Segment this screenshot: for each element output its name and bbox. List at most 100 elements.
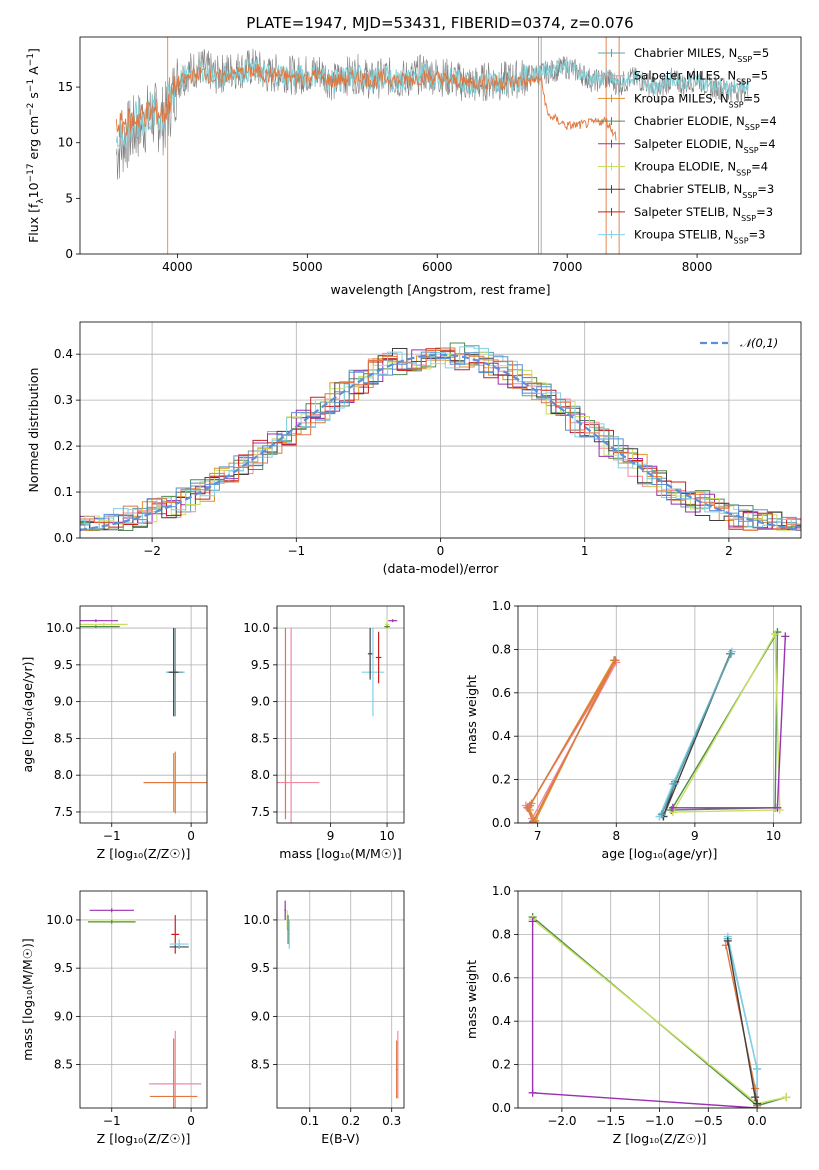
- x-tick-label: 7000: [552, 260, 583, 274]
- errorbar-point: [395, 1040, 398, 1099]
- x-axis-label: mass [log₁₀(M/M☉)]: [279, 846, 401, 861]
- x-axis-label: E(B-V): [321, 1131, 360, 1146]
- x-tick-label: −1.0: [645, 1114, 674, 1128]
- y-axis-label: age [log₁₀(age/yr)]: [20, 657, 35, 773]
- y-tick-label: 10.0: [46, 913, 73, 927]
- x-tick-label: 2: [725, 544, 733, 558]
- x-tick-label: −1: [103, 829, 121, 843]
- x-tick-label: −0.5: [694, 1114, 723, 1128]
- x-tick-label: 8: [612, 829, 620, 843]
- errorbar-point: [384, 617, 390, 632]
- plus-marker: [771, 630, 780, 639]
- mass-vs-EBV-axes: 0.1 0.2 0.3 8.5 9.0 9.5 10.0 E(B-V): [243, 891, 404, 1146]
- series-line: [670, 629, 779, 811]
- y-tick-label: 0.1: [54, 485, 73, 499]
- spectrum-line-spectrum-model-b: [115, 63, 617, 141]
- mass-vs-Z-axes: −1 0 8.5 9.0 9.5 10.0 Z [log₁₀(Z/Z☉)] mass [log…: [20, 891, 207, 1146]
- y-tick-label: 0.0: [492, 816, 511, 830]
- series-line: [672, 631, 781, 813]
- plus-marker: [657, 810, 666, 819]
- y-tick-label: 0.2: [492, 773, 511, 787]
- y-tick-label: 9.5: [54, 658, 73, 672]
- y-tick-label: 0.8: [492, 927, 511, 941]
- age-vs-Z-frame: [79, 605, 208, 824]
- y-tick-label: 10: [58, 136, 73, 150]
- x-tick-label: −1: [103, 1114, 121, 1128]
- spectrum-legend: Chabrier MILES, NSSP=5 Salpeter MILES, NS…: [598, 46, 777, 245]
- x-tick-label: 6000: [422, 260, 453, 274]
- plus-marker: [670, 779, 679, 788]
- x-axis-label: wavelength [Angstrom, rest frame]: [330, 282, 550, 297]
- x-tick-label: −1.5: [596, 1114, 625, 1128]
- x-tick-label: 0.1: [300, 1114, 319, 1128]
- plus-marker: [781, 632, 790, 641]
- mass-vs-Z-frame: [79, 890, 208, 1109]
- legend-entry: Chabrier ELODIE, NSSP=4: [634, 114, 777, 132]
- y-tick-label: 8.5: [251, 1058, 270, 1072]
- age-vs-mass-points: [277, 617, 398, 823]
- plus-marker: [727, 649, 736, 658]
- y-tick-label: 8.5: [251, 731, 270, 745]
- plus-marker: [525, 801, 534, 810]
- spectrum-axes: 4000 5000 6000 7000 8000 0 5 10 15 wavelength [An…: [26, 48, 712, 297]
- residuals-frame: [79, 321, 802, 539]
- plus-marker: [668, 803, 677, 812]
- errorbar-point: [284, 900, 287, 920]
- x-axis-label: Z [log₁₀(Z/Z☉)]: [613, 1131, 707, 1146]
- y-tick-label: 0.3: [54, 393, 73, 407]
- y-tick-label: 10.0: [243, 913, 270, 927]
- mass-weight-vs-Z-series: [528, 913, 791, 1108]
- x-tick-label: 7: [534, 829, 542, 843]
- x-tick-label: 5000: [292, 260, 323, 274]
- errorbar-point: [384, 625, 390, 629]
- y-tick-label: 0.4: [492, 729, 511, 743]
- errorbar-point: [87, 919, 136, 924]
- y-tick-label: 8.0: [251, 768, 270, 782]
- y-tick-label: 0.8: [492, 642, 511, 656]
- x-tick-label: −1: [287, 544, 305, 558]
- plus-marker: [528, 917, 537, 926]
- y-tick-label: 9.0: [251, 1009, 270, 1023]
- legend-entry: 𝒩(0,1): [740, 336, 778, 350]
- plus-marker: [751, 1093, 760, 1102]
- errorbar-point: [143, 751, 207, 814]
- x-tick-label: 8000: [682, 260, 713, 274]
- y-tick-label: 9.0: [54, 1009, 73, 1023]
- histogram-kroupa-stelib: [80, 346, 801, 530]
- y-tick-label: 1.0: [492, 884, 511, 898]
- y-tick-label: 0.4: [492, 1014, 511, 1028]
- series-line: [661, 653, 732, 815]
- x-tick-label: 0: [437, 544, 445, 558]
- y-tick-label: 9.5: [54, 961, 73, 975]
- y-axis-label: mass [log₁₀(M/M☉)]: [20, 938, 35, 1060]
- x-axis-label: (data-model)/error: [383, 561, 500, 576]
- x-tick-label: −2.0: [547, 1114, 576, 1128]
- errorbar-point: [80, 619, 119, 623]
- y-tick-label: 0.4: [54, 347, 73, 361]
- y-tick-label: 15: [58, 80, 73, 94]
- y-tick-label: 9.5: [251, 658, 270, 672]
- x-tick-label: 1: [581, 544, 589, 558]
- y-tick-label: 7.5: [54, 805, 73, 819]
- plus-marker: [753, 1099, 762, 1108]
- errorbar-point: [287, 915, 289, 945]
- x-axis-label: Z [log₁₀(Z/Z☉)]: [97, 1131, 191, 1146]
- x-tick-label: 10: [379, 829, 394, 843]
- legend-entry: Salpeter ELODIE, NSSP=4: [634, 137, 776, 155]
- y-axis-label: Flux [fλ10−17 erg cm−2 s−1 A−1]: [26, 48, 46, 243]
- errorbar-point: [169, 939, 189, 949]
- x-tick-label: 0: [187, 829, 195, 843]
- y-tick-label: 9.5: [251, 961, 270, 975]
- errorbar-point: [284, 628, 287, 820]
- y-tick-label: 0: [65, 247, 73, 261]
- residual-histograms: [80, 342, 801, 531]
- plus-marker: [773, 803, 782, 812]
- y-tick-label: 0.0: [54, 531, 73, 545]
- errorbar-point: [149, 1038, 198, 1108]
- legend-entry: Kroupa MILES, NSSP=5: [634, 91, 760, 109]
- y-tick-label: 0.0: [492, 1101, 511, 1115]
- mass-weight-vs-Z-axes: −2.0 −1.5 −1.0 −0.5 0.0 0.0 0.2 0.4 0.6 0.8 1.0 Z […: [464, 884, 801, 1146]
- errorbar-point: [375, 631, 382, 684]
- x-tick-label: 9: [691, 829, 699, 843]
